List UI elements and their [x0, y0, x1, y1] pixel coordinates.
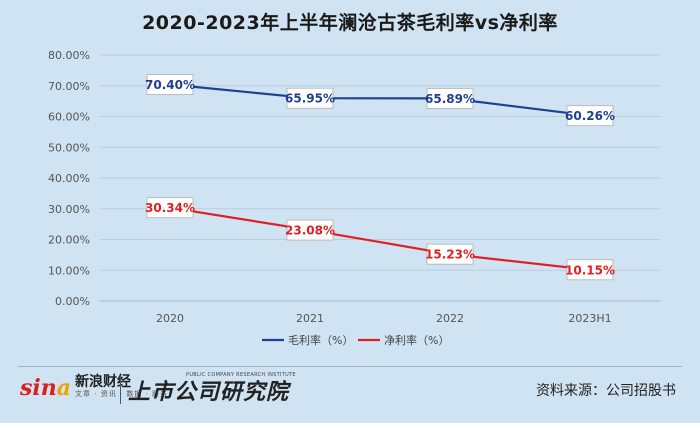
chart-title: 2020-2023年上半年澜沧古茶毛利率vs净利率: [142, 12, 558, 34]
y-tick-label: 10.00%: [48, 264, 90, 277]
data-label-box: [286, 219, 334, 241]
brand-divider: [120, 376, 121, 404]
x-tick-label: 2021: [296, 312, 324, 325]
line-chart: 0.00% 10.00% 20.00% 30.00% 40.00% 50.00% 60.00…: [48, 49, 660, 347]
data-label-text: 70.40%: [145, 78, 195, 92]
y-axis-ticks: 0.00% 10.00% 20.00% 30.00% 40.00% 50.00% 60.00…: [48, 49, 90, 308]
data-label-text: 30.34%: [145, 201, 195, 215]
data-label-box: [146, 74, 194, 95]
data-label: 65.95%: [285, 87, 335, 109]
data-label-box: [426, 243, 474, 265]
research-institute-name: 上市公司研究院: [128, 379, 290, 405]
data-label-text: 65.89%: [425, 92, 475, 106]
y-tick-label: 60.00%: [48, 111, 90, 124]
footer-divider: [18, 366, 682, 367]
data-label-text: 65.95%: [285, 92, 335, 106]
data-label-text: 15.23%: [425, 248, 475, 262]
data-label: 30.34%: [145, 197, 195, 219]
sina-name: 新浪财经: [75, 374, 132, 390]
y-tick-label: 0.00%: [55, 295, 90, 308]
data-labels: 70.40% 65.95% 65.89% 60.26% 30.34% 23.08% 15.2…: [145, 74, 615, 281]
y-tick-label: 80.00%: [48, 49, 90, 62]
legend-item: 毛利率（%）: [262, 333, 353, 347]
sina-eye-icon: a: [56, 375, 72, 401]
data-label-box: [286, 87, 334, 109]
sina-subtitle: 文章 · 资讯 · 数据 · 服务: [75, 390, 169, 398]
series-lines: [169, 83, 591, 271]
data-label: 10.15%: [565, 259, 615, 281]
x-tick-label: 2023H1: [568, 312, 611, 325]
legend-label: 净利率（%）: [384, 333, 449, 347]
data-label: 65.89%: [425, 87, 475, 109]
y-tick-label: 50.00%: [48, 141, 90, 154]
source-note: 资料来源：公司招股书: [536, 383, 676, 399]
data-label-box: [146, 197, 194, 219]
data-label-text: 10.15%: [565, 263, 615, 277]
data-label: 23.08%: [285, 219, 335, 241]
x-tick-label: 2020: [156, 312, 184, 325]
data-label-text: 60.26%: [565, 109, 615, 123]
data-label: 15.23%: [425, 243, 475, 265]
legend: 毛利率（%） 净利率（%）: [262, 333, 449, 347]
y-tick-label: 20.00%: [48, 234, 90, 247]
x-tick-label: 2022: [436, 312, 464, 325]
sina-name-block: 新浪财经 文章 · 资讯 · 数据 · 服务: [75, 374, 168, 399]
y-tick-label: 30.00%: [48, 203, 90, 216]
y-tick-label: 70.00%: [48, 80, 90, 93]
y-tick-label: 40.00%: [48, 172, 90, 185]
data-label-box: [426, 87, 474, 109]
sina-finance-logo: sina 新浪财经 文章 · 资讯 · 数据 · 服务: [20, 374, 168, 399]
research-institute-logo: PUBLIC COMPANY RESEARCH INSTITUTE 上市公司研究…: [128, 372, 296, 405]
legend-item: 净利率（%）: [358, 333, 449, 347]
data-label: 70.40%: [145, 74, 195, 95]
data-label: 60.26%: [565, 105, 615, 127]
research-institute-english: PUBLIC COMPANY RESEARCH INSTITUTE: [186, 372, 296, 378]
x-axis-ticks: 2020 2021 2022 2023H1: [156, 312, 612, 325]
series-line-0: [169, 83, 591, 117]
series-line-1: [169, 206, 591, 271]
legend-label: 毛利率（%）: [288, 333, 353, 347]
data-label-text: 23.08%: [285, 224, 335, 238]
data-label-box: [566, 105, 614, 127]
sina-mark: sina: [20, 375, 72, 401]
data-label-box: [566, 259, 614, 281]
